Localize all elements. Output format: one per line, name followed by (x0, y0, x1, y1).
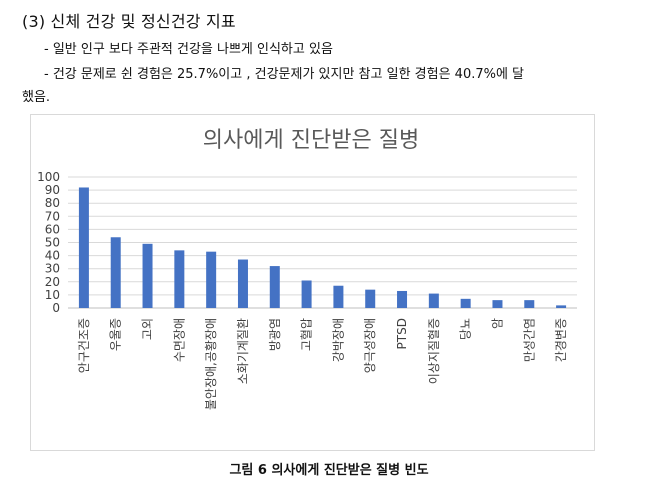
bar (333, 285, 344, 308)
y-tick-label: 90 (45, 183, 60, 197)
chart-title: 의사에게 진단받은 질병 (203, 128, 419, 153)
figure-caption: 그림 6 의사에게 진단받은 질병 빈도 (229, 463, 429, 478)
y-tick-label: 0 (52, 301, 60, 315)
x-tick-label: 방광염 (268, 318, 282, 351)
y-tick-label: 60 (45, 222, 60, 236)
y-tick-label: 100 (37, 170, 60, 184)
bar (174, 250, 185, 308)
x-tick-label: 고혈압 (300, 318, 314, 351)
bar (142, 243, 153, 308)
x-tick-label: 불안장애,공황장애 (204, 318, 218, 410)
chart-bars (78, 187, 567, 308)
bar (237, 259, 248, 308)
x-tick-label: 고외 (141, 318, 155, 340)
bar (206, 251, 217, 308)
bullet-sick-leave: - 건강 문제로 쉰 경험은 25.7%이고 , 건강문제가 있지만 참고 일한… (44, 67, 525, 82)
bar (492, 300, 503, 308)
x-tick-label: 안구건조증 (77, 318, 91, 373)
y-tick-label: 40 (45, 249, 60, 263)
bar (78, 187, 89, 308)
y-tick-label: 10 (45, 288, 60, 302)
bar (301, 280, 312, 308)
bar (460, 298, 471, 308)
x-axis-labels: 안구건조증 우울증 고외 수면장애 불안장애,공황장애 소화기계질환 방광염 고혈압 강박장애 양… (77, 318, 568, 410)
x-tick-label: 간경변증 (554, 318, 568, 362)
bar (269, 266, 280, 308)
chart-frame: 의사에게 진단받은 질병 0 10 20 30 40 50 60 70 80 90 100 안구건조… (30, 114, 595, 451)
bullet-sick-leave-continued: 했음. (22, 90, 51, 105)
y-tick-label: 20 (45, 275, 60, 289)
x-tick-label: 수면장애 (172, 318, 186, 362)
bullet-subjective-health: - 일반 인구 보다 주관적 건강을 나쁘게 인식하고 있음 (44, 42, 333, 57)
x-tick-label: 강박장애 (331, 318, 345, 362)
x-tick-label: 암 (490, 318, 504, 329)
y-tick-label: 70 (45, 209, 60, 223)
x-tick-label: 우울증 (109, 318, 123, 351)
chart-gridlines (68, 176, 577, 309)
bar (428, 293, 439, 308)
x-tick-label: 당뇨 (459, 318, 473, 340)
x-tick-label: 양극성장애 (363, 318, 377, 373)
y-tick-label: 80 (45, 196, 60, 210)
bar (524, 300, 535, 308)
x-tick-label: 소화기계질환 (236, 318, 250, 384)
x-tick-label: PTSD (395, 318, 409, 349)
y-tick-label: 30 (45, 262, 60, 276)
section-heading: (3) 신체 건강 및 정신건강 지표 (22, 12, 236, 31)
x-tick-label: 만성간염 (522, 318, 536, 362)
bar (110, 237, 121, 308)
x-tick-label: 이상지질혈증 (427, 318, 441, 384)
bar (365, 289, 376, 308)
y-tick-label: 50 (45, 236, 60, 250)
bar (556, 305, 567, 308)
bar (397, 290, 408, 308)
